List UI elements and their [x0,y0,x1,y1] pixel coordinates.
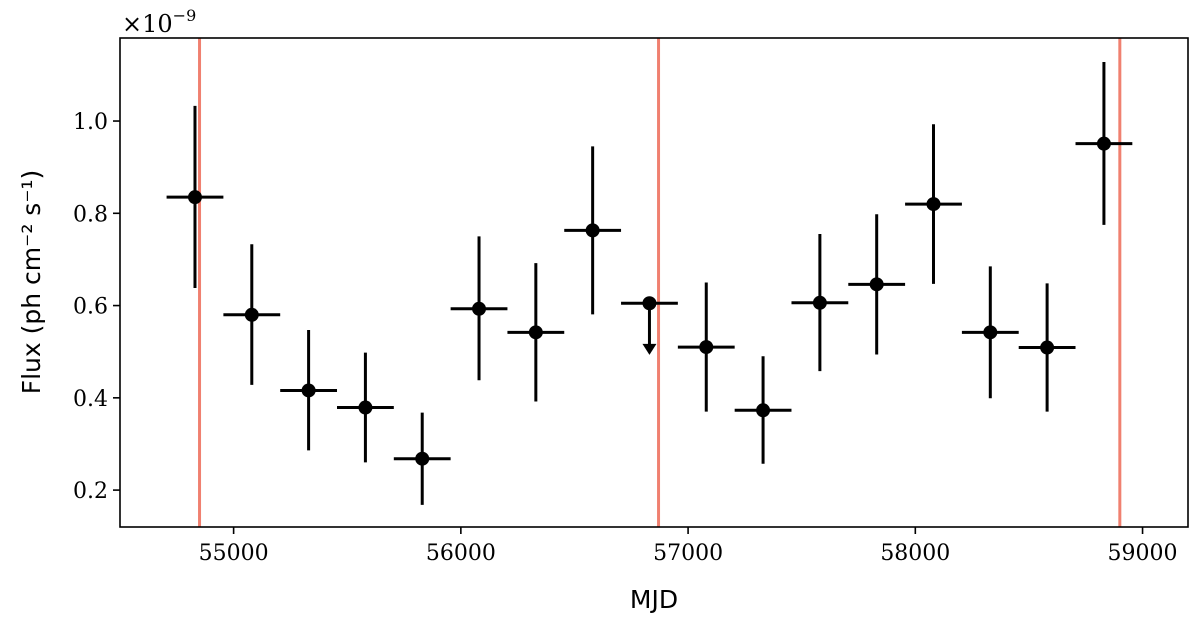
y-multiplier-base: ×10 [122,10,173,38]
y-tick-label: 0.4 [73,387,108,412]
data-marker [301,383,316,398]
data-marker [812,295,827,310]
data-point-7 [507,263,565,402]
data-point-3 [280,330,338,451]
y-tick-label: 0.2 [73,479,108,504]
x-tick-label: 58000 [880,541,950,566]
x-axis-label: MJD [630,585,678,614]
data-point-17 [1075,61,1133,225]
vertical-marker-lines [198,38,1122,527]
data-marker [528,325,543,340]
data-marker [472,301,487,316]
x-tick-label: 59000 [1108,541,1178,566]
data-point-11 [734,356,792,464]
data-marker [756,403,771,418]
data-point-9 [621,296,678,355]
data-point-1 [166,105,224,289]
x-tick-label: 56000 [426,541,496,566]
data-point-8 [564,146,622,315]
data-marker [983,325,998,340]
data-marker [1040,340,1055,355]
y-tick-label: 0.8 [73,202,108,227]
data-point-4 [337,352,394,463]
data-marker [358,400,373,415]
data-point-14 [905,124,962,284]
data-point-2 [223,244,281,385]
data-marker [585,223,600,238]
data-marker [1096,136,1111,151]
data-point-10 [677,282,735,412]
plot-frame [119,37,1189,528]
data-point-6 [450,236,508,381]
data-marker [415,451,430,466]
y-axis-label: Flux (ph cm⁻² s⁻¹) [17,170,46,395]
data-marker [642,296,657,311]
x-tick-label: 55000 [199,541,269,566]
data-point-15 [961,266,1019,399]
data-marker [244,307,259,322]
y-multiplier-exponent: −9 [173,6,197,25]
data-point-13 [848,214,906,355]
x-tick-label: 57000 [653,541,723,566]
upper-limit-arrow [642,343,657,355]
data-points [166,61,1133,505]
data-point-5 [393,412,451,505]
y-axis-ticks: 0.2 0.4 0.6 0.8 1.0 [73,110,120,504]
y-axis-multiplier: ×10−9 [122,6,196,38]
y-tick-label: 0.6 [73,295,108,320]
y-tick-label: 1.0 [73,110,108,135]
x-axis-ticks: 55000 56000 57000 58000 59000 [199,527,1178,566]
data-marker [699,340,714,355]
data-point-16 [1018,283,1076,412]
data-marker [869,277,884,292]
data-marker [926,197,941,212]
data-marker [187,190,202,205]
data-point-12 [791,234,849,372]
